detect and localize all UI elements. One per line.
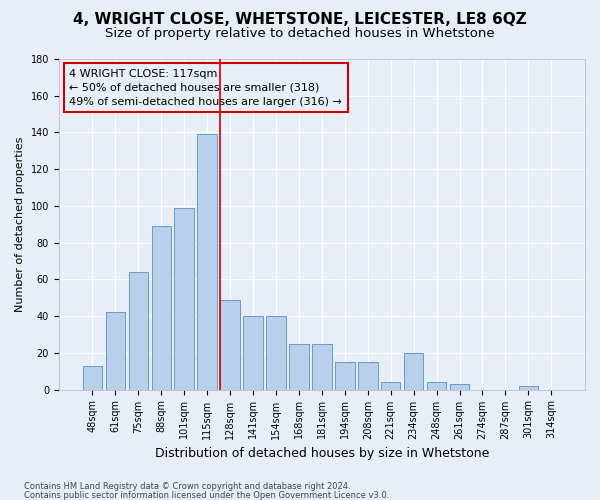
Text: 4, WRIGHT CLOSE, WHETSTONE, LEICESTER, LE8 6QZ: 4, WRIGHT CLOSE, WHETSTONE, LEICESTER, L… [73,12,527,28]
Bar [335,362,355,390]
Bar [197,134,217,390]
Bar [518,386,538,390]
Bar [266,316,286,390]
Bar [152,226,171,390]
Bar [289,344,308,390]
Bar [381,382,400,390]
Bar [83,366,102,390]
Text: Size of property relative to detached houses in Whetstone: Size of property relative to detached ho… [105,28,495,40]
Bar [312,344,332,390]
Bar [427,382,446,390]
Text: Contains HM Land Registry data © Crown copyright and database right 2024.: Contains HM Land Registry data © Crown c… [24,482,350,491]
Bar [404,353,424,390]
Bar [358,362,377,390]
Bar [244,316,263,390]
Y-axis label: Number of detached properties: Number of detached properties [15,136,25,312]
Bar [220,300,240,390]
Text: Contains public sector information licensed under the Open Government Licence v3: Contains public sector information licen… [24,490,389,500]
Bar [450,384,469,390]
Bar [128,272,148,390]
Bar [106,312,125,390]
Text: 4 WRIGHT CLOSE: 117sqm
← 50% of detached houses are smaller (318)
49% of semi-de: 4 WRIGHT CLOSE: 117sqm ← 50% of detached… [70,69,342,107]
Bar [175,208,194,390]
X-axis label: Distribution of detached houses by size in Whetstone: Distribution of detached houses by size … [155,447,489,460]
